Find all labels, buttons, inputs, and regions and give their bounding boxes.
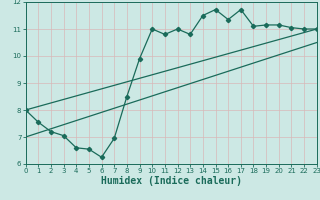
X-axis label: Humidex (Indice chaleur): Humidex (Indice chaleur) [101, 176, 242, 186]
